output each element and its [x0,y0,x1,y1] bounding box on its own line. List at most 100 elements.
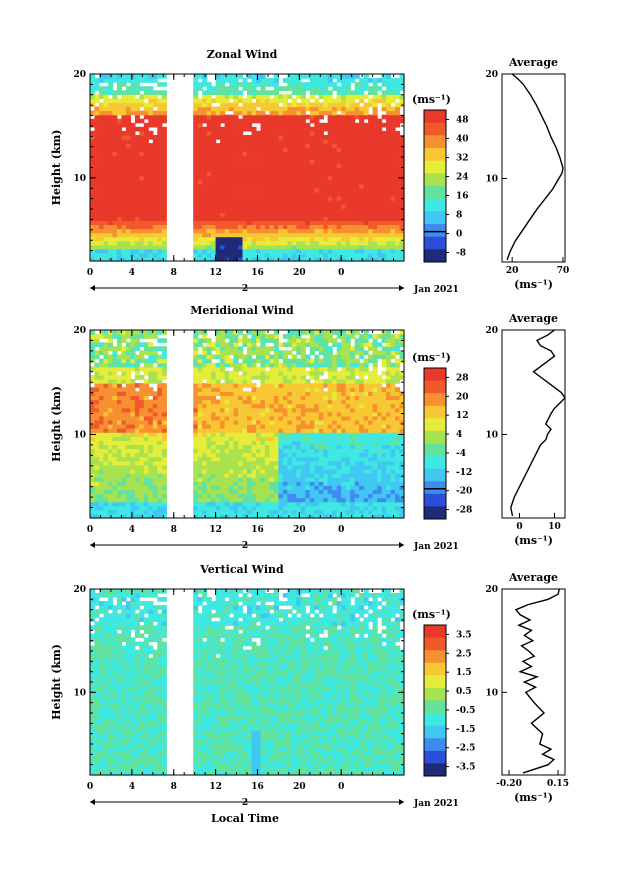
heatmap-cell [251,415,257,421]
heatmap-cell [224,90,230,95]
heatmap-cell [278,497,284,503]
heatmap-cell [345,114,351,120]
heatmap-cell [116,432,122,437]
heatmap-cell [152,448,158,454]
heatmap-cell [211,175,217,181]
heatmap-cell [99,342,105,347]
heatmap-cell [152,464,158,470]
heatmap-cell [256,497,262,503]
heatmap-cell [139,395,145,401]
heatmap-cell [143,424,149,429]
heatmap-cell [107,334,113,339]
heatmap-cell [215,240,221,246]
heatmap-cell [148,147,154,152]
heatmap-cell [305,513,311,519]
heatmap-cell [121,122,127,128]
heatmap-cell [264,509,270,515]
heatmap-cell [229,411,235,417]
heatmap-cell [121,94,127,99]
heatmap-cell [251,175,257,181]
heatmap-cell [112,94,118,99]
heatmap-cell [341,130,347,136]
heatmap-cell [251,350,257,356]
heatmap-cell [327,155,333,160]
heatmap-cell [300,493,306,499]
heatmap-cell [107,342,113,347]
heatmap-cell [260,114,266,120]
heatmap-cell [107,163,113,169]
heatmap-cell [107,248,113,254]
heatmap-cell [220,204,226,209]
heatmap-cell [300,424,306,429]
heatmap-cell [215,444,221,450]
heatmap-cell [256,90,262,95]
heatmap-cell [202,171,208,177]
heatmap-cell [206,135,212,140]
heatmap-cell [193,139,199,144]
heatmap-cell [282,334,288,339]
heatmap-cell [327,114,333,120]
heatmap-cell [103,200,109,205]
heatmap-cell [116,473,122,478]
heatmap-cell [103,354,109,360]
heatmap-cell [116,346,122,351]
heatmap-cell [220,481,226,486]
heatmap-cell [318,391,324,396]
heatmap-cell [143,464,149,470]
heatmap-cell [327,187,333,193]
heatmap-cell [220,432,226,437]
heatmap-cell [323,505,329,511]
heatmap-cell [202,464,208,470]
heatmap-cell [130,330,136,335]
heatmap-cell [157,244,163,250]
heatmap-cell [157,501,163,507]
heatmap-cell [282,126,288,132]
heatmap-cell [125,155,131,160]
heatmap-cell [300,477,306,482]
heatmap-cell [139,216,145,221]
heatmap-cell [327,216,333,221]
heatmap-cell [130,86,136,91]
heatmap-cell [233,179,239,185]
heatmap-cell [291,358,297,364]
profile-title: Average [508,56,558,69]
heatmap-cell [233,436,239,441]
heatmap-cell [112,456,118,462]
heatmap-cell [220,362,226,368]
heatmap-cell [309,171,315,177]
heatmap-cell [359,135,365,140]
heatmap-cell [211,391,217,396]
heatmap-cell [94,200,100,205]
heatmap-cell [318,228,324,234]
heatmap-cell [296,82,302,87]
heatmap-cell [314,151,320,156]
heatmap-cell [193,196,199,201]
heatmap-cell [242,110,248,116]
heatmap-cell [107,175,113,181]
heatmap-cell [161,118,167,124]
heatmap-cell [148,346,154,351]
heatmap-cell [94,448,100,454]
heatmap-cell [341,86,347,91]
heatmap-cell [157,256,163,262]
heatmap-cell [143,252,149,258]
heatmap-cell [309,473,315,478]
heatmap-cell [211,167,217,173]
heatmap-cell [251,501,257,507]
heatmap-cell [152,366,158,372]
heatmap-cell [229,208,235,213]
heatmap-cell [157,106,163,112]
heatmap-cell [157,477,163,482]
heatmap-cell [116,244,122,250]
heatmap-cell [152,419,158,425]
heatmap-cell [291,196,297,201]
heatmap-cell [282,354,288,360]
heatmap-cell [314,354,320,360]
heatmap-cell [381,200,387,205]
heatmap-cell [318,236,324,242]
heatmap-cell [143,187,149,193]
heatmap-cell [247,354,253,360]
heatmap-cell [94,126,100,132]
heatmap-cell [211,383,217,388]
heatmap-cell [251,118,257,124]
